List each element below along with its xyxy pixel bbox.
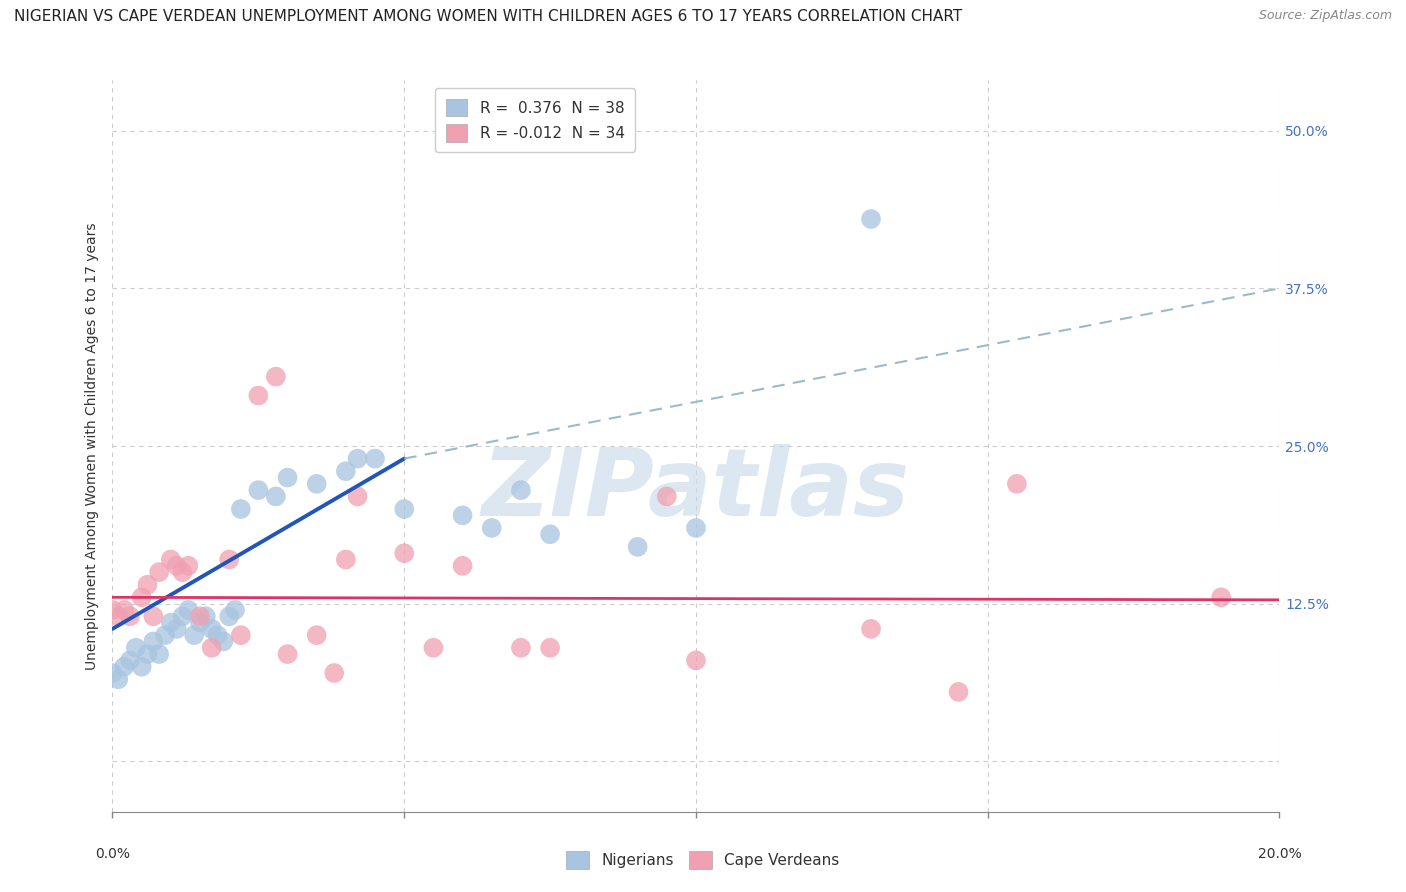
Point (101, 603, 124, 617)
Text: ZIPatlas: ZIPatlas (482, 444, 910, 536)
Point (177, 558, 200, 573)
Text: Source: ZipAtlas.com: Source: ZipAtlas.com (1258, 9, 1392, 22)
Point (1209, 591, 1232, 605)
Point (136, 578, 159, 592)
Point (346, 451, 368, 466)
Point (264, 369, 287, 384)
Point (136, 647, 159, 661)
Point (188, 609, 211, 624)
Point (160, 552, 183, 566)
Point (183, 628, 205, 642)
Point (166, 622, 188, 636)
Point (153, 628, 176, 642)
Point (538, 640, 561, 655)
Point (422, 640, 444, 655)
Point (218, 609, 240, 624)
Text: NIGERIAN VS CAPE VERDEAN UNEMPLOYMENT AMONG WOMEN WITH CHILDREN AGES 6 TO 17 YEA: NIGERIAN VS CAPE VERDEAN UNEMPLOYMENT AM… (14, 9, 962, 24)
Point (166, 558, 188, 573)
Point (194, 609, 217, 624)
Point (685, 653, 707, 667)
Point (160, 615, 183, 630)
Y-axis label: Unemployment Among Women with Children Ages 6 to 17 years: Unemployment Among Women with Children A… (84, 222, 98, 670)
Point (305, 476, 328, 491)
Point (177, 603, 200, 617)
Point (346, 490, 368, 504)
Point (481, 521, 503, 535)
Point (276, 647, 298, 661)
Point (247, 388, 270, 402)
Point (107, 673, 129, 687)
Point (655, 490, 678, 504)
Point (101, 665, 124, 680)
Point (859, 212, 883, 227)
Point (509, 640, 531, 655)
Point (118, 653, 141, 667)
Point (323, 665, 346, 680)
Point (148, 647, 170, 661)
Point (305, 628, 328, 642)
Point (201, 640, 224, 655)
Text: 0.0%: 0.0% (96, 847, 129, 861)
Point (392, 502, 416, 516)
Point (118, 609, 141, 624)
Point (626, 540, 648, 554)
Point (948, 685, 970, 699)
Point (148, 565, 170, 579)
Point (125, 640, 148, 655)
Point (207, 628, 229, 642)
Point (201, 622, 224, 636)
Point (142, 634, 165, 648)
Point (451, 508, 474, 523)
Point (131, 591, 153, 605)
Point (172, 565, 194, 579)
Point (188, 615, 211, 630)
Point (229, 628, 252, 642)
Point (264, 490, 287, 504)
Point (229, 502, 252, 516)
Legend: R =  0.376  N = 38, R = -0.012  N = 34: R = 0.376 N = 38, R = -0.012 N = 34 (436, 88, 636, 153)
Point (131, 659, 153, 673)
Text: 20.0%: 20.0% (1257, 847, 1302, 861)
Point (218, 552, 240, 566)
Point (538, 527, 561, 541)
Point (112, 659, 135, 673)
Legend: Nigerians, Cape Verdeans: Nigerians, Cape Verdeans (560, 845, 846, 875)
Point (212, 634, 235, 648)
Point (859, 622, 883, 636)
Point (112, 603, 135, 617)
Point (247, 483, 270, 497)
Point (509, 483, 531, 497)
Point (1005, 476, 1028, 491)
Point (107, 609, 129, 624)
Point (685, 521, 707, 535)
Point (224, 603, 246, 617)
Point (364, 451, 387, 466)
Point (276, 470, 298, 484)
Point (335, 464, 357, 478)
Point (392, 546, 416, 560)
Point (172, 609, 194, 624)
Point (451, 558, 474, 573)
Point (335, 552, 357, 566)
Point (142, 609, 165, 624)
